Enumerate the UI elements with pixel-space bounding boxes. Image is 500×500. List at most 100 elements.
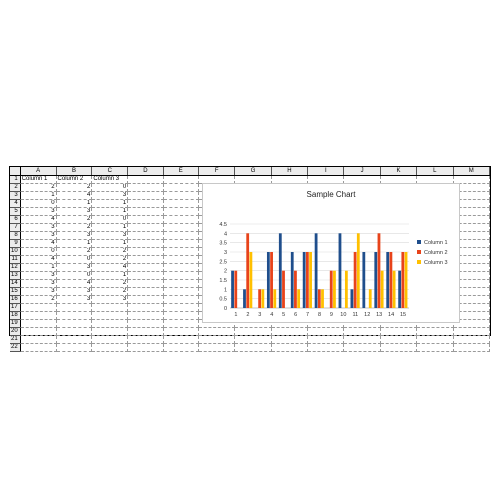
cell-m17[interactable] — [453, 303, 491, 312]
cell-b14[interactable]: 4 — [56, 279, 93, 288]
cell-m8[interactable] — [453, 231, 491, 240]
cell-b21[interactable] — [56, 335, 93, 344]
cell-a10[interactable]: 0 — [20, 247, 57, 256]
cell-m3[interactable] — [453, 191, 491, 200]
cell-c22[interactable] — [91, 343, 129, 352]
cell-b9[interactable]: 1 — [56, 239, 93, 248]
cell-c3[interactable]: 3 — [91, 191, 129, 200]
cell-c10[interactable]: 2 — [91, 247, 129, 256]
cell-b11[interactable]: 0 — [56, 255, 93, 264]
cell-c5[interactable]: 1 — [91, 207, 129, 216]
cell-m19[interactable] — [453, 319, 491, 328]
cell-l19[interactable] — [416, 319, 454, 328]
cell-f22[interactable] — [198, 343, 236, 352]
sample-chart[interactable]: Sample Chart 0 0.5 1 1.5 2 2.5 3 3.5 4 4.5 1 2 3 4 5 6 7 8… — [202, 183, 460, 323]
column-header-f[interactable]: F — [198, 167, 236, 176]
cell-e10[interactable] — [163, 247, 200, 256]
cell-b6[interactable]: 2 — [56, 215, 93, 224]
cell-e13[interactable] — [163, 271, 200, 280]
cell-m22[interactable] — [453, 343, 491, 352]
cell-b2[interactable]: 2 — [56, 183, 93, 192]
cell-b3[interactable]: 4 — [56, 191, 93, 200]
cell-h20[interactable] — [271, 327, 309, 336]
cell-b18[interactable] — [56, 311, 93, 320]
column-header-h[interactable]: H — [271, 167, 309, 176]
cell-d19[interactable] — [127, 319, 164, 328]
cell-d12[interactable] — [127, 263, 164, 272]
cell-m5[interactable] — [453, 207, 491, 216]
cell-m14[interactable] — [453, 279, 491, 288]
cell-k20[interactable] — [380, 327, 418, 336]
column-header-l[interactable]: L — [416, 167, 454, 176]
cell-m7[interactable] — [453, 223, 491, 232]
column-header-a[interactable]: A — [20, 167, 57, 176]
cell-m16[interactable] — [453, 295, 491, 304]
cell-e15[interactable] — [163, 287, 200, 296]
cell-e16[interactable] — [163, 295, 200, 304]
cell-c12[interactable]: 4 — [91, 263, 129, 272]
cell-h22[interactable] — [271, 343, 309, 352]
cell-a13[interactable]: 3 — [20, 271, 57, 280]
cell-l22[interactable] — [416, 343, 454, 352]
cell-b22[interactable] — [56, 343, 93, 352]
cell-c2[interactable]: 0 — [91, 183, 129, 192]
column-header-d[interactable]: D — [127, 167, 164, 176]
cell-c15[interactable]: 2 — [91, 287, 129, 296]
cell-a4[interactable]: 0 — [20, 199, 57, 208]
cell-c8[interactable]: 3 — [91, 231, 129, 240]
cell-c18[interactable] — [91, 311, 129, 320]
cell-e8[interactable] — [163, 231, 200, 240]
cell-c14[interactable]: 2 — [91, 279, 129, 288]
cell-b1[interactable]: Column 2 — [56, 175, 93, 184]
cell-g22[interactable] — [234, 343, 272, 352]
row-header[interactable]: 3 — [10, 191, 21, 200]
row-header[interactable]: 2 — [10, 183, 21, 192]
cell-m4[interactable] — [453, 199, 491, 208]
cell-d2[interactable] — [127, 183, 164, 192]
cell-a6[interactable]: 4 — [20, 215, 57, 224]
cell-m12[interactable] — [453, 263, 491, 272]
cell-b7[interactable]: 2 — [56, 223, 93, 232]
cell-e9[interactable] — [163, 239, 200, 248]
cell-d16[interactable] — [127, 295, 164, 304]
row-header[interactable]: 14 — [10, 279, 21, 288]
cell-h21[interactable] — [271, 335, 309, 344]
cell-b13[interactable]: 0 — [56, 271, 93, 280]
row-header[interactable]: 17 — [10, 303, 21, 312]
cell-j22[interactable] — [343, 343, 381, 352]
cell-j21[interactable] — [343, 335, 381, 344]
cell-f21[interactable] — [198, 335, 236, 344]
cell-d9[interactable] — [127, 239, 164, 248]
cell-b20[interactable] — [56, 327, 93, 336]
cell-m21[interactable] — [453, 335, 491, 344]
cell-b19[interactable] — [56, 319, 93, 328]
column-header-i[interactable]: I — [307, 167, 345, 176]
cell-a20[interactable] — [20, 327, 57, 336]
column-header-j[interactable]: J — [343, 167, 381, 176]
cell-d20[interactable] — [127, 327, 164, 336]
column-header-m[interactable]: M — [453, 167, 491, 176]
cell-e21[interactable] — [163, 335, 200, 344]
row-header[interactable]: 10 — [10, 247, 21, 256]
row-header[interactable]: 19 — [10, 319, 21, 328]
cell-c4[interactable]: 1 — [91, 199, 129, 208]
cell-d5[interactable] — [127, 207, 164, 216]
row-header[interactable]: 11 — [10, 255, 21, 264]
cell-b8[interactable]: 3 — [56, 231, 93, 240]
cell-c9[interactable]: 1 — [91, 239, 129, 248]
cell-c7[interactable]: 1 — [91, 223, 129, 232]
cell-e11[interactable] — [163, 255, 200, 264]
row-header[interactable]: 5 — [10, 207, 21, 216]
cell-a1[interactable]: Column 1 — [20, 175, 57, 184]
cell-j20[interactable] — [343, 327, 381, 336]
cell-b17[interactable] — [56, 303, 93, 312]
cell-b5[interactable]: 3 — [56, 207, 93, 216]
row-header[interactable]: 12 — [10, 263, 21, 272]
cell-g19[interactable] — [234, 319, 272, 328]
cell-d14[interactable] — [127, 279, 164, 288]
cell-d6[interactable] — [127, 215, 164, 224]
cell-a7[interactable]: 3 — [20, 223, 57, 232]
cell-e14[interactable] — [163, 279, 200, 288]
cell-e5[interactable] — [163, 207, 200, 216]
cell-c13[interactable]: 1 — [91, 271, 129, 280]
